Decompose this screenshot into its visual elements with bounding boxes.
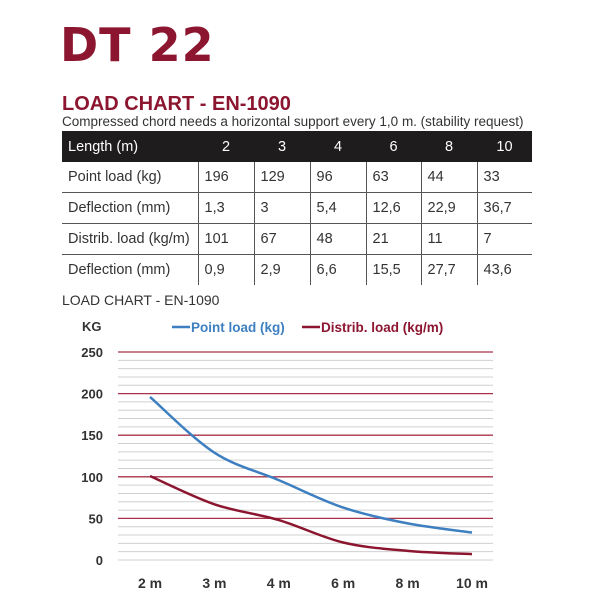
table-cell: 33: [476, 162, 532, 193]
row-label: Point load (kg): [62, 162, 198, 193]
series-line: [149, 395, 473, 534]
table-cell: 12,6: [365, 192, 421, 224]
column-header: 8: [421, 131, 477, 162]
table-row: Deflection (mm) 0,9 2,9 6,6 15,5 27,7 43,6: [62, 254, 532, 285]
table-cell: 67: [253, 223, 310, 255]
column-header: 10: [477, 131, 532, 162]
y-tick-label: 150: [81, 428, 103, 443]
product-title: DT 22: [60, 18, 215, 72]
table-cell: 21: [365, 223, 421, 255]
y-tick-label: 100: [81, 470, 103, 485]
table-cell: 5,4: [309, 192, 366, 224]
legend-label: Point load (kg): [191, 320, 285, 335]
load-chart-heading: LOAD CHART - EN-1090: [62, 93, 291, 115]
x-tick-label: 3 m: [202, 575, 226, 591]
column-header: 2: [198, 131, 254, 162]
table-row: Deflection (mm) 1,3 3 5,4 12,6 22,9 36,7: [62, 192, 532, 224]
table-cell: 0,9: [197, 254, 254, 285]
table-cell: 36,7: [476, 192, 532, 224]
column-header: 6: [366, 131, 421, 162]
y-tick-label: 200: [81, 387, 103, 402]
column-header: Length (m): [62, 131, 198, 162]
table-cell: 101: [197, 223, 254, 255]
table-row: Point load (kg) 196 129 96 63 44 33: [62, 162, 532, 193]
chart-title: LOAD CHART - EN-1090: [62, 292, 220, 308]
x-tick-label: 8 m: [396, 575, 420, 591]
y-tick-label: 250: [81, 345, 103, 360]
x-tick-label: 10 m: [456, 575, 488, 591]
y-tick-label: 0: [96, 553, 103, 568]
table-cell: 96: [309, 162, 366, 193]
table-cell: 43,6: [476, 254, 532, 285]
column-header: 4: [310, 131, 366, 162]
x-tick-label: 4 m: [267, 575, 291, 591]
x-tick-label: 6 m: [331, 575, 355, 591]
table-cell: 11: [420, 223, 477, 255]
row-label: Deflection (mm): [68, 262, 171, 278]
column-header: 3: [254, 131, 310, 162]
table-header-row: Length (m) 2 3 4 6 8 10: [62, 131, 532, 162]
table-cell: 7: [476, 223, 532, 255]
stability-note: Compressed chord needs a horizontal supp…: [62, 114, 524, 129]
table-cell: 2,9: [253, 254, 310, 285]
table-cell: 15,5: [365, 254, 421, 285]
x-tick-label: 2 m: [138, 575, 162, 591]
table-cell: 3: [253, 192, 310, 224]
table-row: Distrib. load (kg/m) 101 67 48 21 11 7: [62, 223, 532, 255]
table-cell: 44: [420, 162, 477, 193]
legend-label: Distrib. load (kg/m): [321, 320, 443, 335]
table-cell: 27,7: [420, 254, 477, 285]
load-table: Length (m) 2 3 4 6 8 10 Point load (kg) 196 129 9…: [62, 131, 532, 285]
row-label: Deflection (mm): [62, 192, 198, 224]
table-cell: 1,3: [197, 192, 254, 224]
row-label: Distrib. load (kg/m): [62, 223, 198, 255]
table-cell: 196: [197, 162, 254, 193]
table-cell: 6,6: [309, 254, 366, 285]
y-tick-label: 50: [89, 511, 103, 526]
series-line: [149, 474, 473, 556]
table-cell: 22,9: [420, 192, 477, 224]
table-cell: 129: [253, 162, 310, 193]
table-cell: 48: [309, 223, 366, 255]
table-cell: 63: [365, 162, 421, 193]
y-axis-label: KG: [82, 319, 102, 334]
